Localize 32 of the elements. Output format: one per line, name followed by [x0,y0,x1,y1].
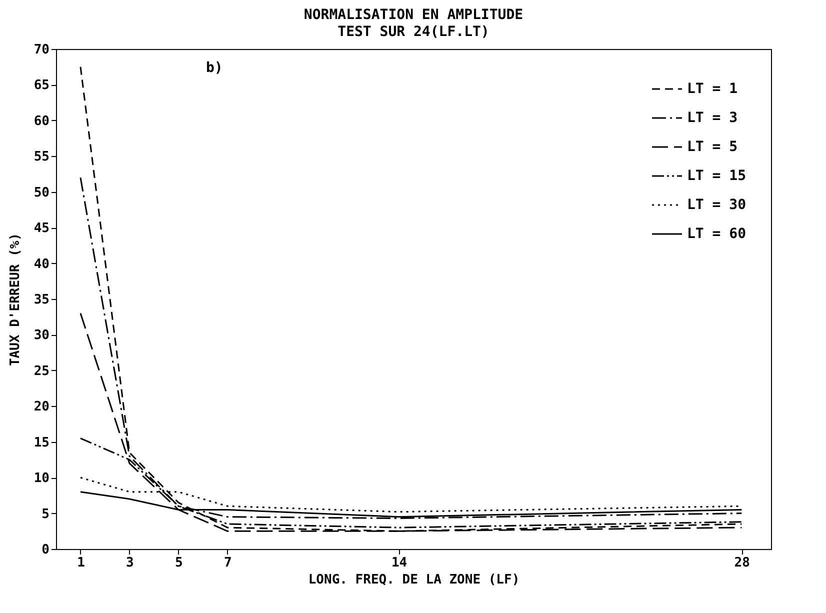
y-tick-label: 45 [34,221,50,236]
y-tick-label: 0 [42,542,50,558]
y-tick-label: 60 [34,114,50,129]
x-tick-label: 7 [224,556,232,570]
y-axis-title: TAUX D'ERREUR (%) [8,232,23,366]
y-tick-label: 55 [34,150,50,165]
y-tick-label: 20 [34,400,50,415]
y-tick-label: 40 [34,256,50,272]
y-tick-label: 10 [34,471,50,486]
y-tick-label: 35 [34,292,50,308]
x-tick-label: 28 [734,556,750,570]
legend-label: LT = 60 [687,226,746,242]
annotation: b) [206,60,223,76]
y-tick-label: 50 [34,185,50,200]
x-tick-label: 14 [391,556,408,570]
y-tick-label: 15 [34,435,50,450]
legend-label: LT = 15 [687,168,746,184]
x-axis-title: LONG. FREQ. DE LA ZONE (LF) [308,572,520,588]
legend-label: LT = 5 [687,139,738,155]
y-tick-label: 5 [42,506,50,522]
y-tick-label: 65 [34,78,50,94]
x-tick-label: 5 [175,556,183,570]
x-tick-label: 1 [77,556,86,570]
legend-label: LT = 1 [687,81,738,97]
y-tick-label: 25 [34,364,50,379]
chart-title: NORMALISATION EN AMPLITUDE [304,7,524,23]
chart-subtitle: TEST SUR 24(LF.LT) [338,24,490,40]
legend-label: LT = 30 [687,197,746,213]
y-tick-label: 30 [34,328,50,344]
x-tick-label: 3 [126,556,134,570]
y-tick-label: 70 [34,42,50,58]
legend-label: LT = 3 [687,110,738,126]
